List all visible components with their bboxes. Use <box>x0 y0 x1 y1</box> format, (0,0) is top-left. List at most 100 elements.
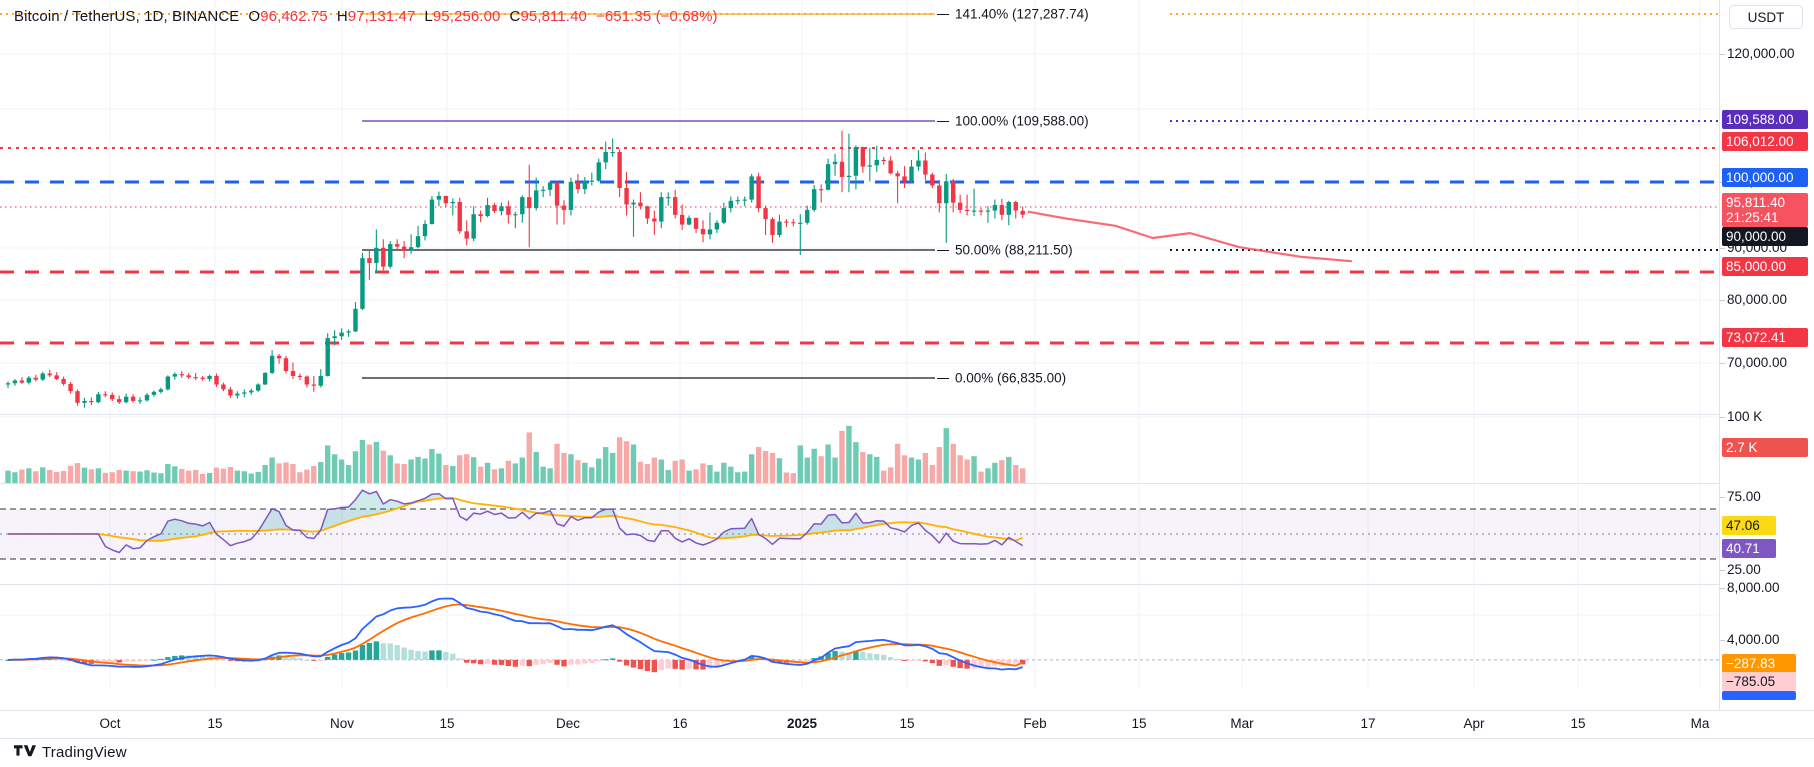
volume-tick-0-mark <box>1720 417 1725 418</box>
candle-body <box>603 151 608 163</box>
volume-bar <box>26 468 32 483</box>
macd-histogram-bar <box>304 659 310 661</box>
price-label-1[interactable]: 106,012.00 <box>1722 132 1808 151</box>
rsi-ma-line[interactable] <box>8 497 1024 542</box>
candle-body <box>1013 202 1018 211</box>
price-label-7[interactable]: 73,072.41 <box>1722 328 1808 347</box>
volume-pane[interactable] <box>0 415 1720 483</box>
volume-bar <box>707 465 713 483</box>
macd-histogram-bar <box>651 659 658 673</box>
volume-bar <box>901 455 908 483</box>
price-tick-0-mark <box>1720 54 1725 55</box>
macd-tick-0: 8,000.00 <box>1727 580 1780 595</box>
macd-histogram-bar <box>561 659 567 667</box>
pane-separator-volume[interactable] <box>0 414 1814 415</box>
time-label-16-5: 16 <box>672 716 688 731</box>
volume-bar <box>915 459 922 483</box>
rsi-tick-1: 25.00 <box>1727 562 1761 577</box>
macd-label-2[interactable] <box>1722 691 1796 700</box>
candle-body <box>638 202 643 207</box>
macd-label-1[interactable]: −785.05 <box>1722 672 1796 691</box>
volume-bar <box>192 469 199 483</box>
time-label-15-9: 15 <box>1131 716 1147 731</box>
volume-bar <box>213 467 220 483</box>
macd-histogram-bar <box>60 659 67 661</box>
symbol-title[interactable]: Bitcoin / TetherUS, 1D, BINANCE <box>14 7 240 25</box>
price-label-2[interactable]: 100,000.00 <box>1722 168 1808 187</box>
macd-histogram-bar <box>338 653 345 660</box>
price-projection-curve[interactable] <box>1027 210 1353 263</box>
macd-label-0[interactable]: −287.83 <box>1722 654 1796 673</box>
candle-body <box>318 375 323 386</box>
fib-label-100-00: 100.00% (109,588.00) <box>955 113 1089 129</box>
candle-body <box>867 165 872 167</box>
macd-histogram-bar <box>943 659 949 666</box>
candle-body <box>5 383 11 385</box>
candle-body <box>964 209 970 212</box>
candle-body <box>561 205 567 210</box>
tradingview-logo-icon <box>14 745 36 759</box>
price-label-0[interactable]: 109,588.00 <box>1722 110 1808 129</box>
price-pane[interactable]: 141.40% (127,287.74) 100.00% (109,588.00)… <box>0 0 1720 415</box>
candle-body <box>346 331 351 333</box>
rsi-line[interactable] <box>8 489 1024 554</box>
macd-histogram-bar <box>505 659 512 667</box>
pane-separator-macd[interactable] <box>0 584 1814 585</box>
price-label-3[interactable]: 95,811.40 <box>1722 193 1808 212</box>
volume-bar <box>582 462 588 483</box>
fib-tick-3 <box>937 378 949 379</box>
candle-body <box>673 197 678 215</box>
candle-body <box>506 206 511 215</box>
macd-histogram-bar <box>804 659 810 662</box>
volume-bar <box>533 451 539 483</box>
fib-label-0-00: 0.00% (66,835.00) <box>955 370 1067 386</box>
volume-bar <box>206 472 213 483</box>
macd-histogram-bar <box>901 659 908 661</box>
volume-bar <box>450 466 456 483</box>
volume-bar <box>853 442 859 483</box>
macd-signal-line[interactable] <box>7 603 1024 667</box>
candle-body <box>999 205 1005 215</box>
currency-badge[interactable]: USDT <box>1729 5 1803 29</box>
price-label-5[interactable]: 90,000.00 <box>1722 227 1808 246</box>
rsi-pane[interactable] <box>0 484 1720 584</box>
macd-histogram-bar <box>867 653 873 660</box>
price-scale[interactable]: USDT 120,000.00 100,000.00 90,000.00 80,000… <box>1719 0 1814 710</box>
candle-body <box>283 358 289 372</box>
rsi-label-0[interactable]: 47.06 <box>1722 516 1776 535</box>
volume-bar <box>5 470 11 483</box>
price-label-4[interactable]: 21:25:41 <box>1722 208 1808 227</box>
rsi-label-1[interactable]: 40.71 <box>1722 539 1776 558</box>
macd-pane[interactable] <box>0 585 1720 689</box>
time-axis[interactable]: Oct 15 Nov 15 Dec 16 2025 15 Feb 15 Mar 17 Apr 15 Ma <box>0 710 1814 739</box>
volume-bar <box>33 471 39 483</box>
volume-label-0[interactable]: 2.7 K <box>1722 438 1808 457</box>
volume-bar <box>964 459 970 483</box>
macd-histogram-bar <box>429 650 435 660</box>
macd-histogram-bar <box>547 659 553 664</box>
volume-bar <box>373 441 380 483</box>
time-label-mar-10: Mar <box>1230 716 1254 731</box>
candle-body <box>103 394 108 396</box>
candle-body <box>395 244 400 247</box>
candle-body <box>582 180 588 190</box>
candle-body <box>735 200 740 202</box>
candle-body <box>895 173 900 177</box>
volume-bar <box>220 468 227 483</box>
volume-bar <box>804 457 810 483</box>
macd-histogram-bar <box>498 659 505 665</box>
candle-body <box>881 159 886 161</box>
volume-bar <box>616 437 623 483</box>
chart-legend[interactable]: Bitcoin / TetherUS, 1D, BINANCE O96,462.… <box>14 5 718 27</box>
volume-bar <box>874 456 880 483</box>
macd-line[interactable] <box>7 597 1023 671</box>
volume-bar <box>95 468 102 483</box>
candle-body <box>228 389 233 396</box>
fib-tick-1 <box>937 121 949 122</box>
candlestick-series[interactable] <box>5 130 1025 408</box>
macd-histogram-bar <box>464 659 470 663</box>
macd-histogram-bar <box>832 651 838 660</box>
candle-body <box>137 400 143 402</box>
pane-separator-rsi[interactable] <box>0 483 1814 484</box>
price-label-6[interactable]: 85,000.00 <box>1722 257 1808 276</box>
